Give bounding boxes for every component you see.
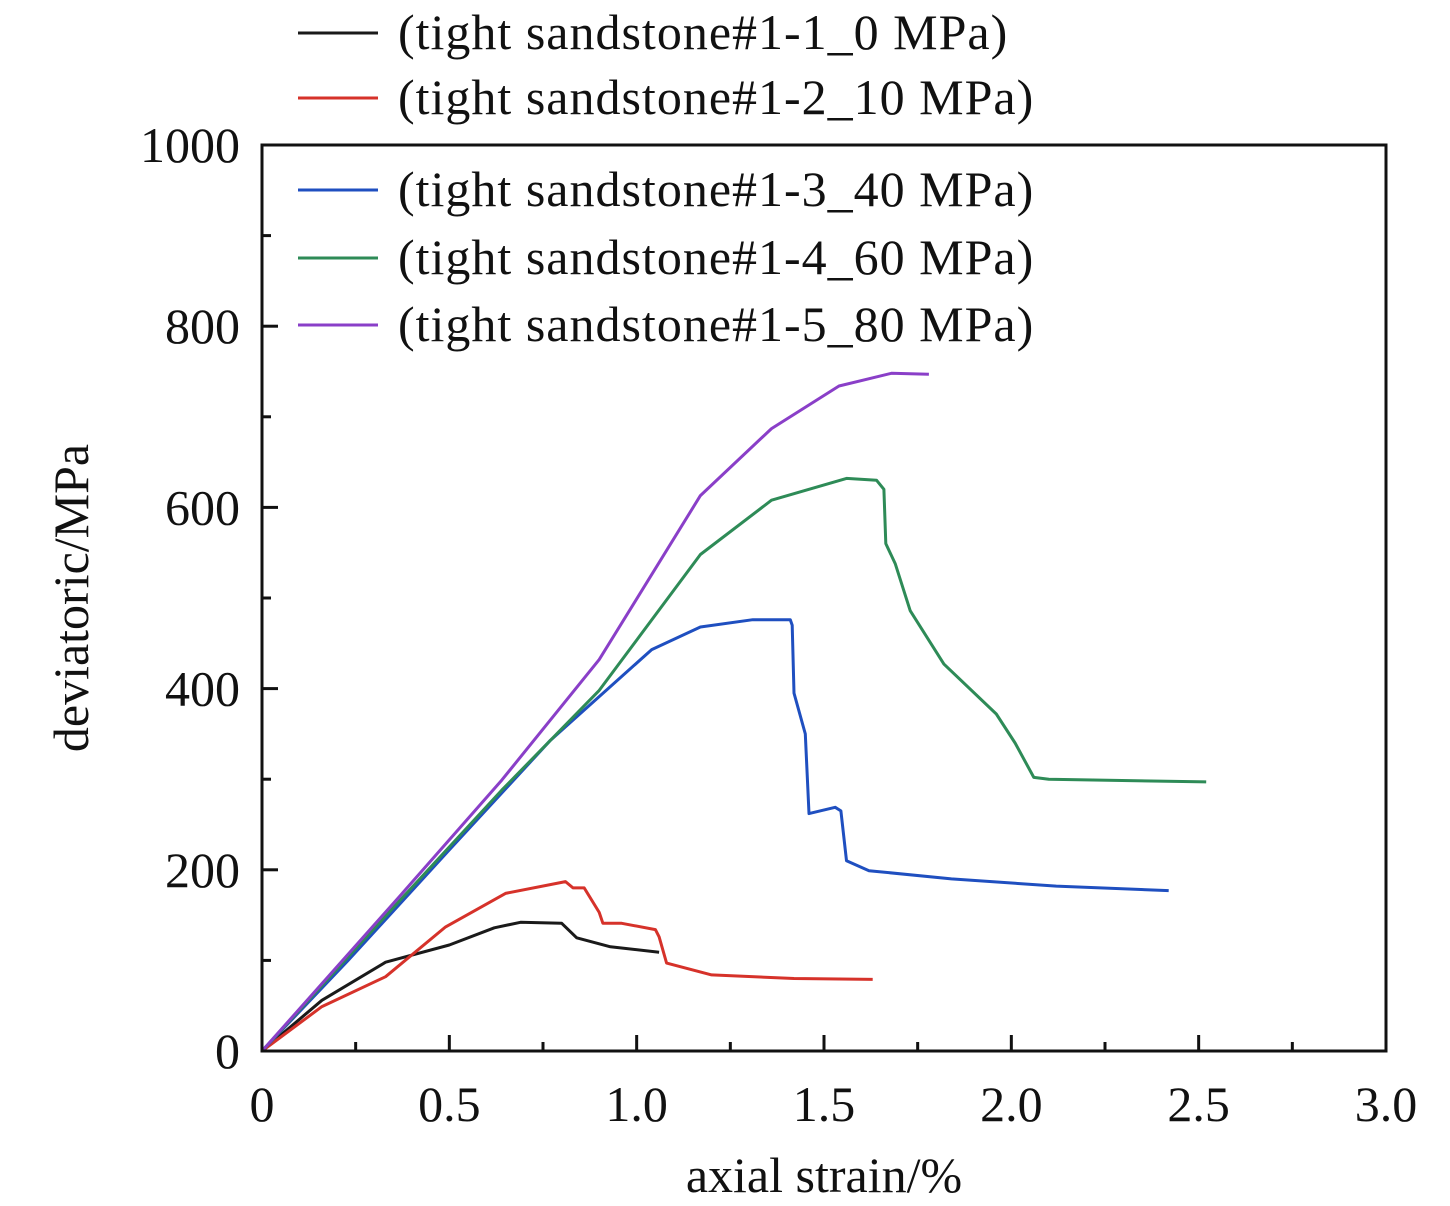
x-tick-label: 1.0 [605,1076,668,1132]
y-tick-label: 600 [165,479,240,535]
axis-ticks: 0 0.5 1.0 1.5 2.0 2.5 3.0 0 200 400 600 800 1000 [140,117,1417,1132]
x-tick-label: 2.0 [980,1076,1043,1132]
legend-label: (tight sandstone#1-1_0 MPa) [398,4,1008,60]
legend-item: (tight sandstone#1-1_0 MPa) [298,4,1008,60]
legend-label: (tight sandstone#1-4_60 MPa) [398,229,1034,285]
x-tick-label: 2.5 [1167,1076,1230,1132]
series-line-5 [260,371,929,1052]
legend: (tight sandstone#1-1_0 MPa) (tight sandst… [298,4,1034,352]
series-line-2 [261,880,873,1053]
legend-item: (tight sandstone#1-5_80 MPa) [298,296,1034,352]
y-tick-label: 0 [215,1023,240,1079]
x-tick-label: 0 [250,1076,275,1132]
x-tick-label: 0.5 [418,1076,481,1132]
y-tick-label: 400 [165,661,240,717]
x-tick-label: 3.0 [1355,1076,1418,1132]
y-axis-label: deviatoric/MPa [43,444,99,752]
y-tick-label: 1000 [140,117,240,173]
y-tick-label: 800 [165,298,240,354]
series-line-4 [260,476,1207,1053]
legend-label: (tight sandstone#1-3_40 MPa) [398,161,1034,217]
x-tick-label: 1.5 [793,1076,856,1132]
legend-item: (tight sandstone#1-2_10 MPa) [298,69,1034,125]
legend-item: (tight sandstone#1-3_40 MPa) [298,161,1034,217]
y-tick-label: 200 [165,842,240,898]
x-axis-label: axial strain/% [686,1147,962,1203]
legend-label: (tight sandstone#1-2_10 MPa) [398,69,1034,125]
series-line-3 [260,618,1169,1053]
series-line-1 [261,920,660,1053]
series-lines [260,371,1207,1053]
legend-item: (tight sandstone#1-4_60 MPa) [298,229,1034,285]
legend-label: (tight sandstone#1-5_80 MPa) [398,296,1034,352]
